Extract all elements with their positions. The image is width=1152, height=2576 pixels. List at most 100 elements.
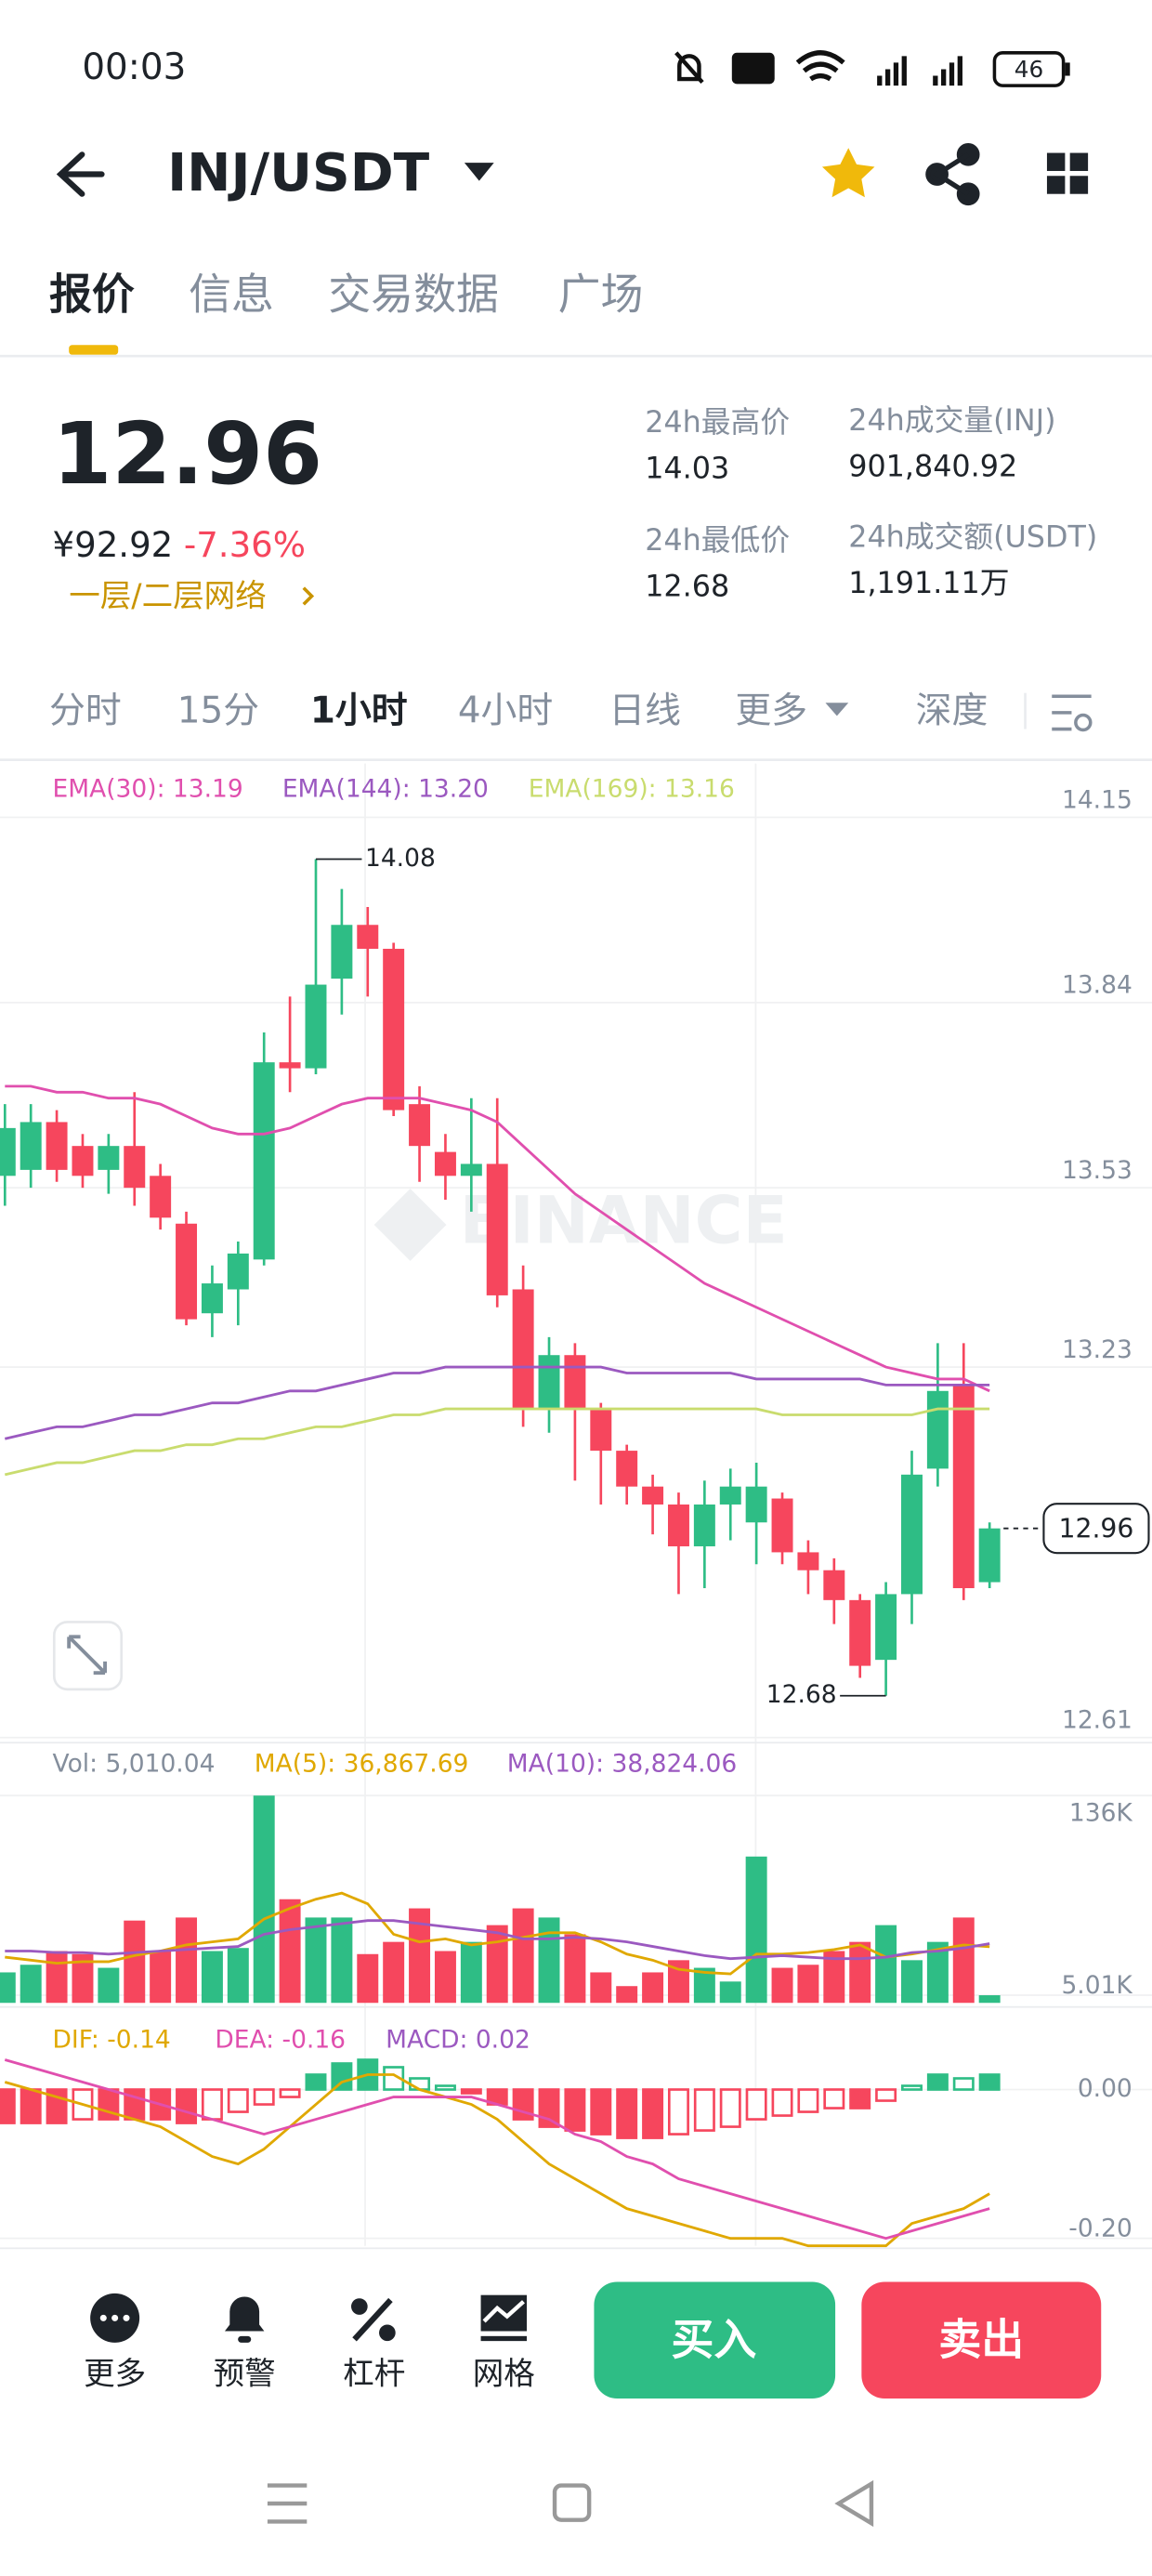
candle-body (46, 1122, 68, 1170)
macd-bar (875, 2088, 897, 2102)
candle-body (901, 1474, 923, 1595)
y-tick-label: 13.53 (1062, 1156, 1132, 1185)
macd-bar (20, 2088, 42, 2124)
price-change: -7.36% (184, 525, 306, 565)
chart-settings[interactable] (1052, 694, 1093, 732)
buy-button[interactable] (594, 2281, 836, 2399)
volume-bar (745, 1856, 767, 2004)
macd-bar (978, 2073, 1001, 2091)
volume-bar (434, 1951, 456, 2004)
macd-bar (616, 2088, 638, 2139)
volume-bar (719, 1981, 741, 2004)
candle-body (952, 1385, 975, 1588)
candle-body (124, 1146, 146, 1189)
candle-body (693, 1504, 715, 1546)
y-tick-label: -0.20 (1068, 2215, 1132, 2243)
interval-tab[interactable]: 更多 (735, 690, 807, 731)
high-label: 14.08 (365, 844, 436, 873)
sell-button[interactable] (861, 2281, 1102, 2399)
stat-label: 24h成交额(USDT) (848, 520, 1097, 555)
candle-body (538, 1355, 560, 1410)
macd-bar (719, 2088, 741, 2128)
macd-bar (926, 2073, 949, 2091)
share-button[interactable] (925, 142, 980, 206)
tab[interactable]: 交易数据 (328, 269, 499, 319)
volume-bar (512, 1908, 534, 2004)
volume-bar (875, 1925, 897, 2004)
macd-bar (797, 2088, 819, 2113)
volume-bar (642, 1972, 664, 2004)
volume-bar (797, 1965, 819, 2004)
divider (0, 354, 1152, 358)
back-button[interactable] (56, 151, 105, 197)
favorite-star[interactable] (821, 148, 875, 198)
action-label[interactable]: 预警 (214, 2356, 276, 2392)
action-label[interactable]: 更多 (84, 2356, 146, 2392)
interval-tab[interactable]: 深度 (916, 690, 988, 731)
battery-level: 46 (1015, 56, 1043, 83)
interval-tab[interactable]: 15分 (177, 690, 259, 731)
candle-body (305, 984, 327, 1069)
indicator-line (5, 1084, 990, 1393)
macd-bar (823, 2088, 845, 2109)
legend-entry: DEA: -0.16 (215, 2025, 346, 2054)
action-label[interactable]: 杠杆 (343, 2356, 405, 2392)
legend-entry: MACD: 0.02 (386, 2025, 530, 2054)
candle-body (150, 1176, 172, 1218)
indicator-line (4, 2058, 990, 2241)
macd-bar (253, 2088, 275, 2106)
more-dropdown (825, 703, 849, 716)
legend-entry: MA(5): 36,867.69 (255, 1750, 469, 1779)
candle-body (978, 1528, 1001, 1583)
candle-body (719, 1486, 741, 1505)
divider (0, 2005, 1152, 2008)
candle-body (383, 948, 405, 1111)
volume-bar (693, 1967, 715, 2004)
sell-label[interactable]: 卖出 (938, 2314, 1024, 2364)
macd-bar (434, 2084, 456, 2091)
vertical-grid-line (364, 763, 366, 2246)
indicator-line (4, 1407, 990, 1477)
candle-body (20, 1122, 42, 1170)
volume-bar (616, 1986, 638, 2004)
candle-body (745, 1486, 767, 1523)
stat-value: 901,840.92 (848, 450, 1017, 484)
fullscreen-button[interactable] (52, 1621, 124, 1691)
sector-tag[interactable]: 一层/二层网络 (69, 578, 267, 614)
last-price-box (1042, 1503, 1150, 1555)
candle-body (279, 1062, 301, 1069)
indicator-line (4, 2073, 990, 2248)
candle-body (460, 1163, 482, 1176)
tab[interactable]: 信息 (189, 269, 274, 319)
tab[interactable]: 报价 (49, 269, 135, 319)
macd-bar (745, 2088, 767, 2121)
candle-body (849, 1599, 871, 1666)
volume-bar (564, 1934, 586, 2004)
macd-bar (227, 2088, 249, 2113)
divider (0, 758, 1152, 761)
volume-bar (46, 1951, 68, 2004)
legend-entry: EMA(169): 13.16 (529, 774, 735, 803)
candle-body (771, 1498, 793, 1553)
macd-bar (771, 2088, 793, 2117)
tab[interactable]: 广场 (558, 269, 644, 319)
interval-tab[interactable]: 日线 (609, 690, 681, 731)
buy-label[interactable]: 买入 (671, 2314, 756, 2364)
symbol[interactable]: INJ/USDT (167, 143, 430, 204)
volume-bar (98, 1967, 120, 2004)
volume-bar (409, 1908, 431, 2004)
system-nav (267, 2479, 874, 2528)
action-label[interactable]: 网格 (473, 2356, 535, 2392)
stat-value: 14.03 (645, 451, 729, 485)
macd-bar (201, 2088, 223, 2121)
interval-tab[interactable]: 1小时 (310, 690, 408, 731)
layout-button[interactable] (1046, 152, 1089, 194)
volume-bar (849, 1941, 871, 2004)
interval-tab[interactable]: 分时 (49, 690, 122, 731)
macd-bar (409, 2077, 431, 2091)
interval-tab[interactable]: 4小时 (458, 690, 553, 731)
symbol-dropdown[interactable] (464, 163, 494, 181)
legend-entry: Vol: 5,010.04 (53, 1750, 216, 1779)
volume-bar (901, 1960, 923, 2004)
